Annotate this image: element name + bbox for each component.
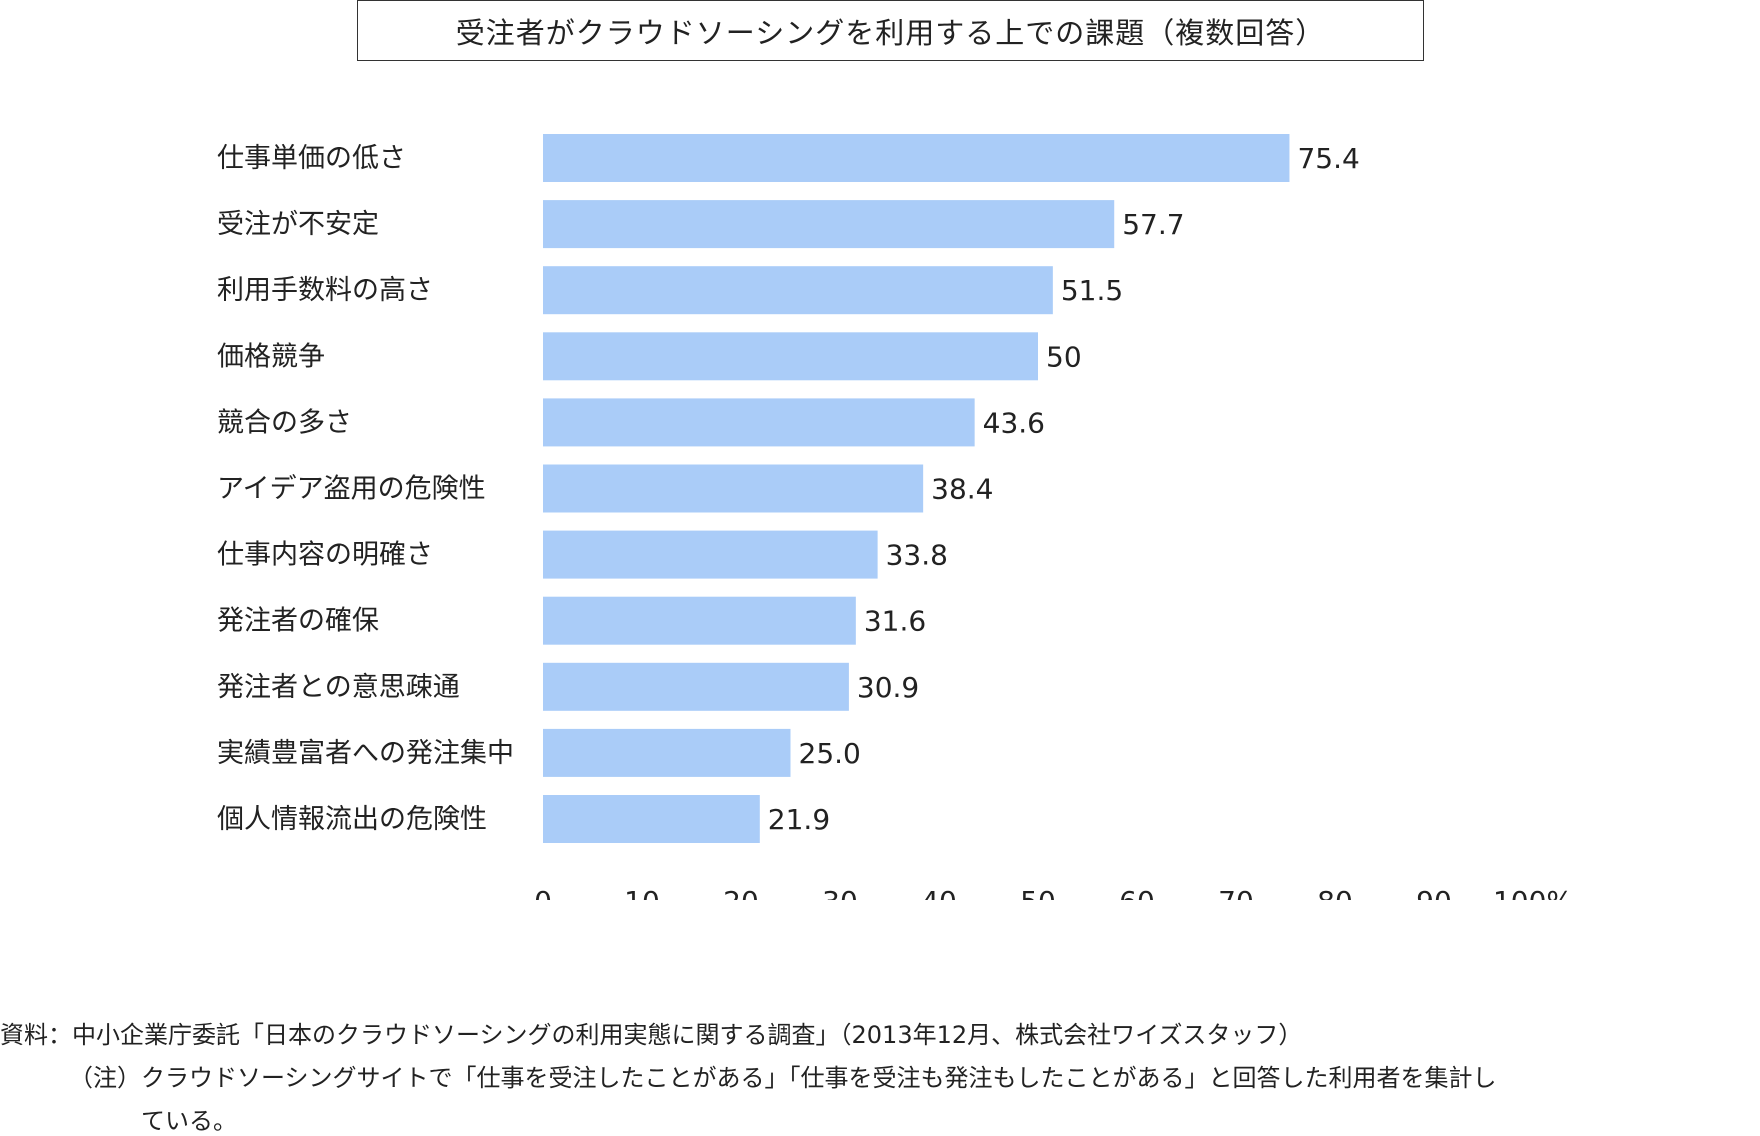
bar-4	[543, 398, 975, 447]
bar-chart: 仕事単価の低さ受注が不安定利用手数料の高さ価格競争競合の多さアイデア盗用の危険性…	[217, 134, 1573, 900]
category-label-8: 発注者との意思疎通	[217, 672, 460, 703]
category-label-7: 発注者の確保	[217, 606, 379, 637]
value-label-3: 50	[1046, 340, 1082, 373]
value-label-10: 21.9	[768, 803, 830, 836]
x-tick-8: 80	[1317, 885, 1353, 900]
bar-0	[543, 134, 1290, 182]
x-tick-6: 60	[1119, 885, 1155, 900]
category-label-9: 実績豊富者への発注集中	[217, 738, 514, 769]
value-label-9: 25.0	[799, 737, 861, 770]
category-label-4: 競合の多さ	[217, 407, 352, 438]
x-tick-4: 40	[921, 885, 957, 900]
bar-1	[543, 200, 1115, 249]
bar-7	[543, 596, 856, 645]
category-label-1: 受注が不安定	[217, 209, 379, 240]
value-label-0: 75.4	[1297, 142, 1359, 175]
bar-6	[543, 530, 878, 579]
value-label-5: 38.4	[931, 473, 993, 506]
chart-title: 受注者がクラウドソーシングを利用する上での課題（複数回答）	[357, 0, 1424, 61]
category-label-5: アイデア盗用の危険性	[217, 474, 486, 505]
x-tick-3: 30	[822, 885, 858, 900]
x-tick-10: 100%	[1493, 885, 1573, 900]
category-label-2: 利用手数料の高さ	[217, 275, 433, 306]
bar-2	[543, 266, 1053, 315]
source-note: 資料：中小企業庁委託「日本のクラウドソーシングの利用実態に関する調査」（2013…	[0, 1021, 1303, 1049]
bar-9	[543, 728, 791, 777]
bar-5	[543, 464, 924, 513]
x-tick-9: 90	[1416, 885, 1452, 900]
bar-3	[543, 332, 1038, 381]
bar-10	[543, 795, 760, 843]
note-line-1: （注）クラウドソーシングサイトで「仕事を受注したことがある」「仕事を受注も発注も…	[69, 1064, 1497, 1092]
x-tick-2: 20	[723, 885, 759, 900]
category-label-3: 価格競争	[217, 341, 325, 372]
x-tick-7: 70	[1218, 885, 1254, 900]
note-line-2: ている。	[141, 1107, 237, 1135]
x-tick-1: 10	[624, 885, 660, 900]
category-labels: 仕事単価の低さ受注が不安定利用手数料の高さ価格競争競合の多さアイデア盗用の危険性…	[217, 143, 514, 835]
x-axis-ticks: 0 10 20 30 40 50 60 70 80 90 100%	[534, 885, 1573, 900]
x-tick-5: 50	[1020, 885, 1056, 900]
value-label-7: 31.6	[864, 605, 926, 638]
value-label-2: 51.5	[1061, 274, 1123, 307]
value-label-8: 30.9	[857, 671, 919, 704]
category-label-0: 仕事単価の低さ	[217, 143, 406, 174]
category-label-10: 個人情報流出の危険性	[217, 804, 487, 835]
bars-group	[543, 134, 1290, 843]
bar-8	[543, 662, 849, 711]
value-label-1: 57.7	[1122, 208, 1184, 241]
value-label-6: 33.8	[886, 539, 948, 572]
value-label-4: 43.6	[983, 406, 1045, 439]
x-tick-0: 0	[534, 885, 552, 900]
category-label-6: 仕事内容の明確さ	[217, 540, 433, 571]
